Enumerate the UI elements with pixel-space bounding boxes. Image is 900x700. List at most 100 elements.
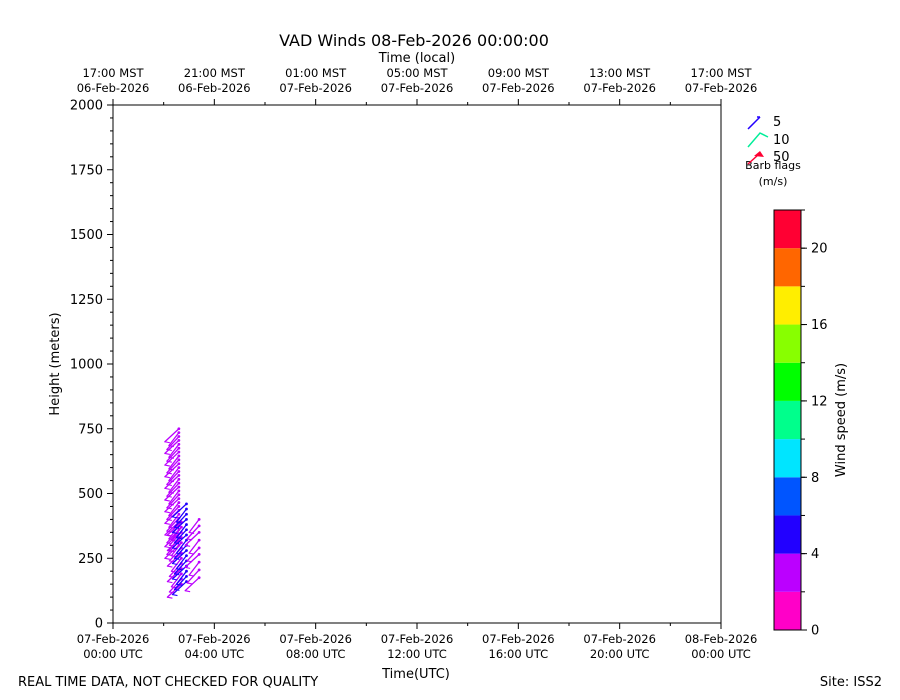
colorbar-band <box>774 210 801 249</box>
wind-barb-tip <box>197 546 201 550</box>
top-tick-label-date: 07-Feb-2026 <box>381 81 454 95</box>
y-tick-label: 2000 <box>70 99 103 114</box>
top-tick-label-time: 17:00 MST <box>82 66 144 80</box>
y-tick-label: 0 <box>95 617 103 632</box>
colorbar-tick-label: 12 <box>811 394 828 409</box>
wind-barb-feather <box>168 526 174 529</box>
wind-barb-feather <box>168 480 174 483</box>
wind-barb-tip <box>185 549 188 552</box>
wind-barb-feather <box>189 574 195 577</box>
x-tick-label-date: 07-Feb-2026 <box>77 632 150 646</box>
wind-barb-feather <box>187 538 193 541</box>
wind-barb <box>168 501 180 517</box>
wind-barb-feather <box>167 596 173 599</box>
wind-barb-feather <box>164 511 170 514</box>
top-tick-label-date: 07-Feb-2026 <box>279 81 352 95</box>
wind-barb-tip <box>185 569 188 573</box>
legend-barb-label: 5 <box>773 115 781 130</box>
wind-barb-tip <box>177 481 181 485</box>
top-tick-label-time: 21:00 MST <box>184 66 246 80</box>
wind-barb-tip <box>185 518 188 521</box>
y-axis-title: Height (meters) <box>48 312 63 415</box>
x-tick-label-date: 07-Feb-2026 <box>583 632 656 646</box>
colorbar-band <box>774 400 801 440</box>
wind-barb-feather <box>168 503 174 506</box>
legend-barb-50 <box>747 154 759 165</box>
wind-barb <box>166 536 183 552</box>
wind-barb <box>166 521 183 536</box>
wind-barb <box>173 575 188 591</box>
wind-barb <box>175 555 188 570</box>
colorbar-band <box>774 591 801 630</box>
colorbar-tick-label: 4 <box>811 547 819 562</box>
colorbar-frame <box>773 209 802 631</box>
wind-barb-feather <box>166 460 172 463</box>
colorbar-band <box>774 248 801 287</box>
wind-barb <box>184 553 200 569</box>
x-tick-label-time: 12:00 UTC <box>387 647 447 661</box>
wind-barb <box>164 428 180 443</box>
wind-barb <box>166 494 180 509</box>
wind-barb-feather <box>174 588 180 591</box>
y-tick-label: 750 <box>78 422 103 437</box>
wind-barb <box>166 482 180 497</box>
wind-barb-tip <box>177 439 181 442</box>
wind-barb <box>184 577 200 592</box>
y-tick-label: 1750 <box>70 163 103 178</box>
legend-barb-label: 50 <box>773 150 790 165</box>
wind-barb <box>164 463 180 478</box>
wind-barb-tip <box>180 572 183 576</box>
wind-barb-feather <box>187 560 193 563</box>
wind-barb <box>186 525 200 540</box>
wind-barb-tip <box>177 462 181 466</box>
barb-legend-caption-1: Barb flags <box>745 159 801 172</box>
chart-title: VAD Winds 08-Feb-2026 00:00:00 <box>279 31 549 50</box>
wind-barb-tip <box>177 454 181 458</box>
wind-barb <box>173 544 188 559</box>
top-tick-label-date: 06-Feb-2026 <box>77 81 150 95</box>
wind-barb-tip <box>197 524 201 528</box>
wind-barb <box>166 459 180 474</box>
wind-barb-tip <box>177 497 181 501</box>
wind-barb-feather <box>189 531 195 534</box>
wind-barb-tip <box>185 574 188 578</box>
wind-barb-feather <box>172 562 178 566</box>
wind-barb-feather <box>172 531 178 534</box>
wind-barb <box>168 466 180 482</box>
colorbar-tick-label: 20 <box>811 242 828 257</box>
wind-barb-feather <box>168 468 174 471</box>
wind-barb <box>171 534 188 549</box>
wind-barb <box>166 447 180 462</box>
wind-barb-tip <box>177 477 181 481</box>
wind-barb-tip <box>177 470 181 473</box>
y-tick-label: 1500 <box>70 228 103 243</box>
wind-barb <box>168 490 180 505</box>
wind-barb-tip <box>177 431 181 435</box>
wind-barb <box>175 523 188 539</box>
wind-barb <box>184 531 200 546</box>
wind-barb-feather <box>167 534 173 537</box>
wind-barb-feather <box>164 464 170 467</box>
wind-barb-feather <box>166 495 172 498</box>
top-tick-label-date: 06-Feb-2026 <box>178 81 251 95</box>
legend-barb-10 <box>747 132 769 148</box>
wind-barb-feather <box>172 547 178 550</box>
colorbar-tick-label: 0 <box>811 624 819 639</box>
wind-barb-tip <box>180 525 183 529</box>
wind-barb <box>164 486 180 501</box>
wind-barb-tip <box>177 435 181 438</box>
wind-barb-feather <box>164 441 170 444</box>
wind-barb-feather <box>176 568 182 571</box>
top-tick-label-time: 09:00 MST <box>488 66 550 80</box>
colorbar-band <box>774 515 801 554</box>
wind-barb <box>171 549 188 565</box>
wind-barb-tip <box>177 505 181 508</box>
wind-barb <box>164 451 180 466</box>
wind-barb <box>166 583 183 598</box>
wind-barb-tip <box>185 507 188 511</box>
colorbar: Wind speed (m/s) 0 4 8 12 16 20 <box>773 209 849 639</box>
x-tick-label-date: 07-Feb-2026 <box>178 632 251 646</box>
wind-barb <box>175 508 188 523</box>
colorbar-tick-label: 16 <box>811 318 828 333</box>
